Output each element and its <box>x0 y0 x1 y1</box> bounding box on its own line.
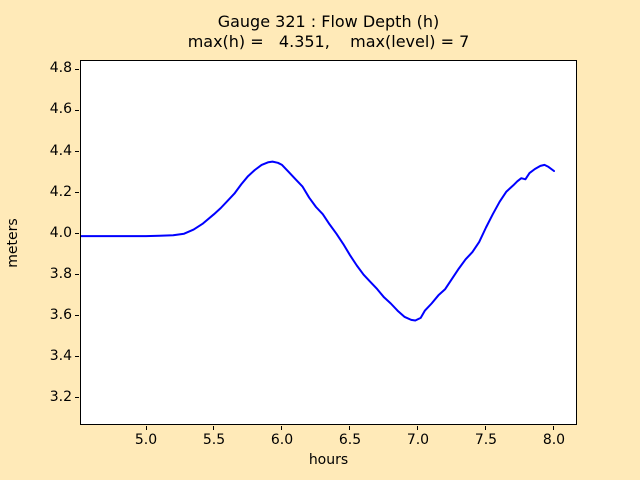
x-tick-label: 8.0 <box>542 432 566 448</box>
x-tick-mark <box>417 426 419 430</box>
y-tick-mark <box>75 233 79 235</box>
y-tick-label: 3.6 <box>49 306 72 323</box>
x-tick-label: 7.0 <box>406 432 430 448</box>
x-axis-label: hours <box>308 452 349 468</box>
y-tick-label: 4.0 <box>49 224 72 241</box>
y-tick-label: 4.2 <box>49 183 72 200</box>
x-tick-mark <box>145 426 147 430</box>
x-tick-label: 5.5 <box>202 432 226 448</box>
chart-title: Gauge 321 : Flow Depth (h) <box>217 12 440 31</box>
x-tick-mark <box>349 426 351 430</box>
y-tick-mark <box>75 151 79 153</box>
flow-depth-series-line <box>81 160 555 322</box>
y-tick-label: 4.8 <box>49 60 72 77</box>
x-tick-label: 5.0 <box>134 432 158 448</box>
chart-title-block: Gauge 321 : Flow Depth (h) max(h) = 4.35… <box>81 12 576 52</box>
y-tick-mark <box>75 356 79 358</box>
y-tick-label: 3.2 <box>49 388 72 405</box>
x-tick-label: 6.5 <box>338 432 362 448</box>
y-tick-label: 3.4 <box>49 347 72 364</box>
y-tick-label: 4.4 <box>49 142 72 159</box>
x-tick-label: 6.0 <box>270 432 294 448</box>
y-tick-mark <box>75 397 79 399</box>
y-tick-mark <box>75 68 79 70</box>
y-tick-mark <box>75 192 79 194</box>
x-tick-label: 7.5 <box>474 432 498 448</box>
y-tick-mark <box>75 315 79 317</box>
x-tick-mark <box>213 426 215 430</box>
y-axis-label: meters <box>5 218 21 268</box>
chart-subtitle: max(h) = 4.351, max(level) = 7 <box>187 32 470 51</box>
y-tick-label: 3.8 <box>49 265 72 282</box>
y-tick-label: 4.6 <box>49 101 72 118</box>
y-tick-mark <box>75 109 79 111</box>
x-tick-mark <box>281 426 283 430</box>
flow-depth-line-chart <box>81 160 555 322</box>
y-tick-mark <box>75 274 79 276</box>
x-tick-mark <box>485 426 487 430</box>
x-tick-mark <box>553 426 555 430</box>
plot-area <box>80 60 577 425</box>
